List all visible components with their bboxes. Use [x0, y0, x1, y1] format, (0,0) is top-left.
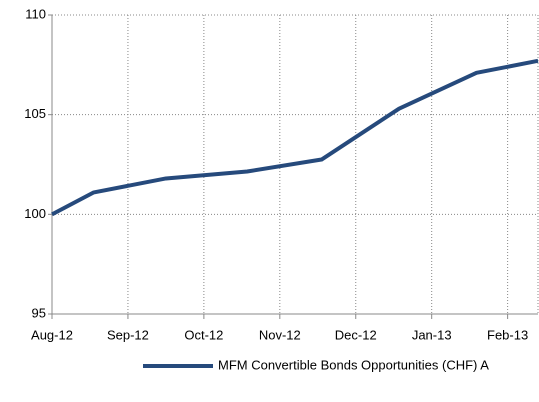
- x-tick-label: Nov-12: [259, 327, 301, 342]
- x-tick-label: Sep-12: [107, 327, 149, 342]
- x-tick-label: Jan-13: [412, 327, 452, 342]
- y-tick-label: 105: [24, 106, 46, 121]
- y-tick-label: 100: [24, 206, 46, 221]
- series-line: [51, 58, 539, 217]
- y-tick-label: 95: [32, 305, 46, 320]
- x-tick-label: Feb-13: [487, 327, 528, 342]
- y-tick-label: 110: [25, 6, 46, 21]
- x-tick-label: Aug-12: [31, 327, 73, 342]
- legend-label: MFM Convertible Bonds Opportunities (CHF…: [218, 357, 489, 372]
- x-tick-label: Oct-12: [184, 327, 223, 342]
- x-tick-label: Dec-12: [335, 327, 377, 342]
